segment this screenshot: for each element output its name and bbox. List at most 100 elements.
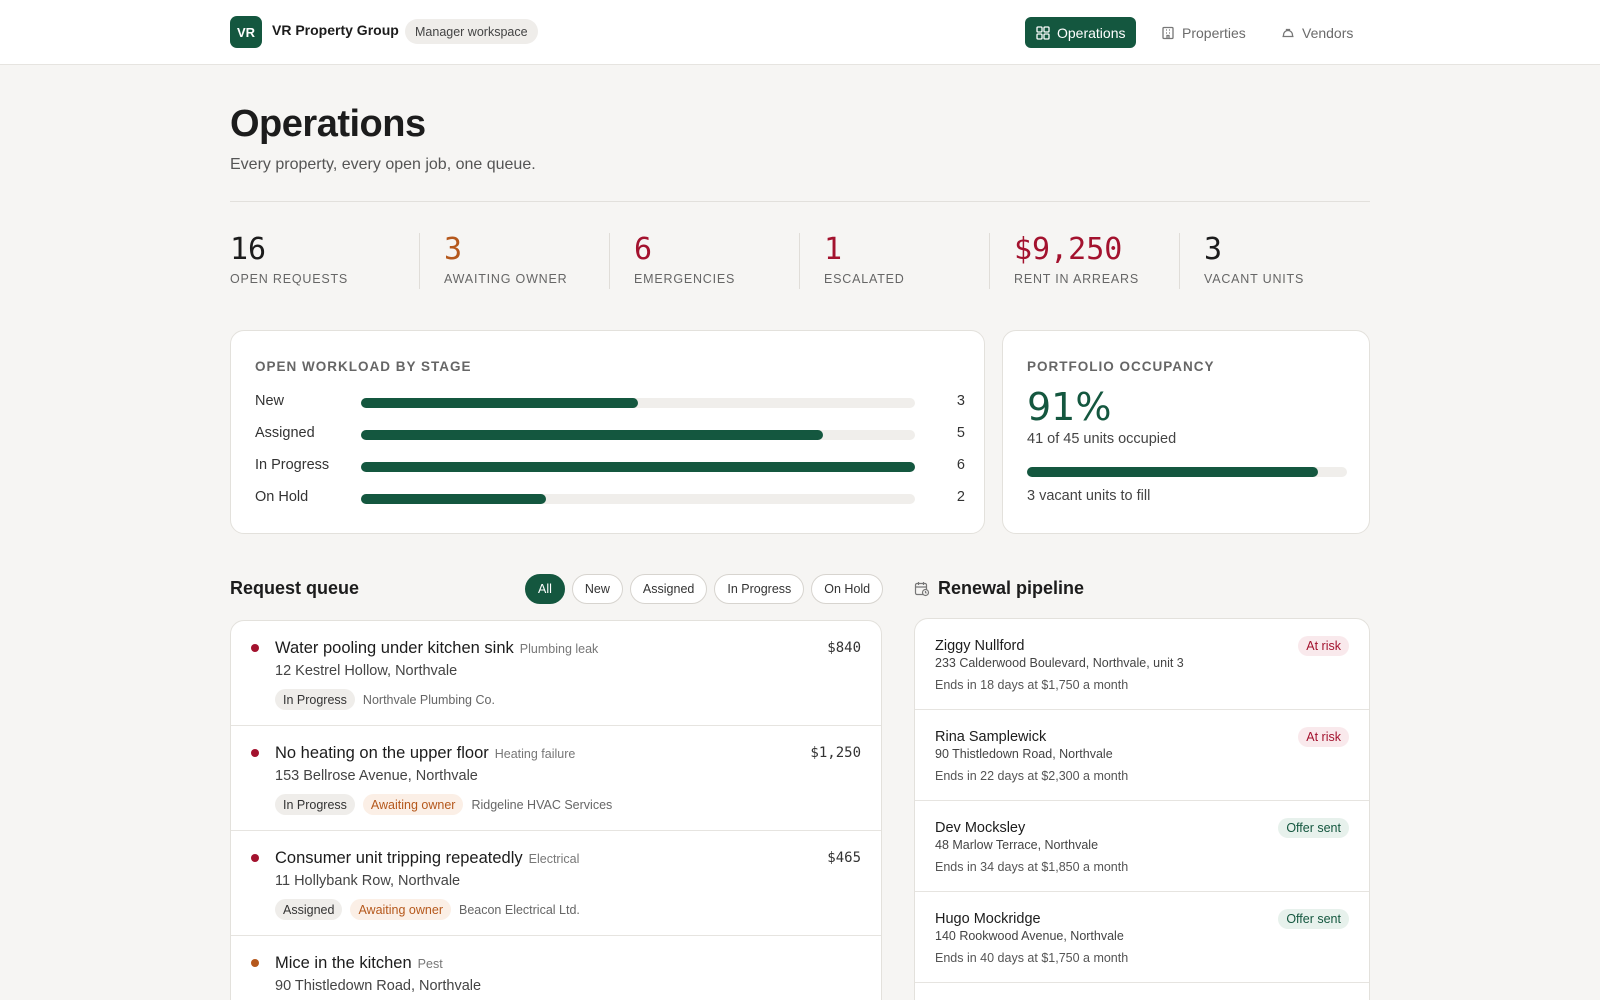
brand-logo[interactable]: VR: [230, 16, 262, 48]
stat-rent-in-arrears: $9,250 RENT IN ARREARS: [1014, 230, 1139, 290]
workload-track: [361, 462, 915, 472]
tenant-name: Hugo Mockridge: [935, 911, 1041, 927]
filter-on-hold[interactable]: On Hold: [811, 574, 884, 604]
request-address: 11 Hollybank Row, Northvale: [275, 873, 461, 889]
priority-dot: [251, 644, 259, 652]
workload-count: 3: [956, 393, 965, 409]
lease-ends: Ends in 18 days at $1,750 a month: [935, 678, 1129, 692]
request-title: Consumer unit tripping repeatedly: [275, 849, 523, 867]
request-address: 12 Kestrel Hollow, Northvale: [275, 663, 458, 679]
lease-ends: Ends in 40 days at $1,750 a month: [935, 951, 1129, 965]
renewal-item[interactable]: Hugo Mockridge 140 Rookwood Avenue, Nort…: [915, 892, 1369, 983]
stage-badge: Assigned: [275, 899, 343, 920]
tenant-address: 90 Thistledown Road, Northvale: [935, 747, 1113, 761]
renewal-item[interactable]: Dev Mocksley 48 Marlow Terrace, Northval…: [915, 801, 1369, 892]
renewal-list: Ziggy Nullford 233 Calderwood Boulevard,…: [914, 618, 1370, 1000]
priority-dot: [251, 749, 259, 757]
brand-name[interactable]: VR Property Group: [272, 22, 399, 38]
renewal-item[interactable]: Rina Samplewick 90 Thistledown Road, Nor…: [915, 710, 1369, 801]
occupancy-card: PORTFOLIO OCCUPANCY 91% 41 of 45 units o…: [1002, 330, 1370, 534]
nav-properties-label: Properties: [1182, 24, 1246, 41]
occupancy-units: 41 of 45 units occupied: [1027, 431, 1177, 447]
header-divider: [230, 201, 1370, 202]
workload-track: [361, 430, 915, 440]
dashboard-icon: [1036, 25, 1050, 40]
stat-divider: [419, 233, 420, 289]
workload-bar: [361, 398, 638, 408]
workload-label: In Progress: [255, 457, 330, 473]
tenant-address: 140 Rookwood Avenue, Northvale: [935, 929, 1124, 943]
request-category: Electrical: [528, 852, 580, 866]
tenant-name: Ziggy Nullford: [935, 638, 1025, 654]
request-amount: $1,250: [810, 745, 861, 761]
workload-row-new: New 3: [255, 393, 965, 413]
workload-count: 5: [956, 425, 965, 441]
stat-label: EMERGENCIES: [634, 272, 736, 286]
nav-vendors[interactable]: Vendors: [1270, 17, 1364, 48]
stat-label: AWAITING OWNER: [444, 272, 568, 286]
request-title: Mice in the kitchen: [275, 954, 412, 972]
request-category: Heating failure: [494, 747, 576, 761]
top-bar: VR VR Property Group Manager workspace O…: [0, 0, 1600, 65]
renewal-pipeline-title: Renewal pipeline: [938, 578, 1085, 598]
request-tags: In Progress Northvale Plumbing Co.: [275, 689, 495, 710]
workload-label: Assigned: [255, 425, 315, 441]
tenant-address: 48 Marlow Terrace, Northvale: [935, 838, 1099, 852]
request-item[interactable]: Mice in the kitchen Pest 90 Thistledown R…: [231, 936, 881, 1000]
workload-track: [361, 494, 915, 504]
awaiting-owner-badge: Awaiting owner: [362, 794, 464, 815]
stat-value: 1: [824, 232, 843, 267]
request-tags: Assigned Awaiting owner Beacon Electrica…: [275, 899, 580, 920]
workload-count: 2: [956, 489, 965, 505]
request-amount: $465: [827, 850, 861, 866]
stat-divider: [609, 233, 610, 289]
workload-track: [361, 398, 915, 408]
request-amount: $840: [827, 640, 861, 656]
stat-divider: [989, 233, 990, 289]
request-title: No heating on the upper floor: [275, 744, 489, 762]
workload-label: New: [255, 393, 285, 409]
status-badge: At risk: [1298, 727, 1349, 747]
workload-title: OPEN WORKLOAD BY STAGE: [255, 359, 472, 374]
tenant-name: Rina Samplewick: [935, 729, 1047, 745]
lease-ends: Ends in 34 days at $1,850 a month: [935, 860, 1129, 874]
renewal-item[interactable]: Ziggy Nullford 233 Calderwood Boulevard,…: [915, 619, 1369, 710]
stat-value: 3: [444, 232, 463, 267]
filter-all[interactable]: All: [525, 574, 565, 604]
request-title-row: Mice in the kitchen Pest: [275, 954, 443, 973]
page-title: Operations: [230, 103, 426, 145]
occupancy-bar: [1027, 467, 1319, 477]
stat-label: RENT IN ARREARS: [1014, 272, 1139, 286]
filter-in-progress[interactable]: In Progress: [714, 574, 805, 604]
vendor-name: Beacon Electrical Ltd.: [458, 902, 580, 917]
vendor-name: Northvale Plumbing Co.: [362, 692, 495, 707]
stat-value: 3: [1204, 232, 1223, 267]
request-item[interactable]: Water pooling under kitchen sink Plumbing…: [231, 621, 881, 726]
request-title-row: Consumer unit tripping repeatedly Electri…: [275, 849, 579, 868]
page-subtitle: Every property, every open job, one queu…: [230, 156, 536, 173]
workload-bar: [361, 494, 546, 504]
priority-dot: [251, 959, 259, 967]
stat-open-requests: 16 OPEN REQUESTS: [230, 230, 348, 290]
request-queue-list: Water pooling under kitchen sink Plumbing…: [230, 620, 882, 1000]
awaiting-owner-badge: Awaiting owner: [350, 899, 451, 920]
renewal-pipeline-header: Renewal pipeline: [914, 578, 1084, 599]
workload-bar: [361, 462, 915, 472]
stat-label: OPEN REQUESTS: [230, 272, 349, 286]
workload-label: On Hold: [255, 489, 309, 505]
occupancy-track: [1027, 467, 1347, 477]
stat-label: ESCALATED: [824, 272, 905, 286]
stat-divider: [1179, 233, 1180, 289]
nav-operations[interactable]: Operations: [1025, 17, 1137, 48]
lease-ends: Ends in 22 days at $2,300 a month: [935, 769, 1129, 783]
nav-properties[interactable]: Properties: [1150, 17, 1257, 48]
occupancy-title: PORTFOLIO OCCUPANCY: [1027, 359, 1215, 374]
occupancy-percent: 91%: [1027, 385, 1112, 429]
hard-hat-icon: [1282, 28, 1294, 37]
priority-dot: [251, 854, 259, 862]
request-item[interactable]: No heating on the upper floor Heating fai…: [231, 726, 881, 831]
request-item[interactable]: Consumer unit tripping repeatedly Electri…: [231, 831, 881, 936]
filter-assigned[interactable]: Assigned: [629, 574, 708, 604]
stat-value: 6: [634, 232, 653, 267]
filter-new[interactable]: New: [571, 574, 623, 604]
